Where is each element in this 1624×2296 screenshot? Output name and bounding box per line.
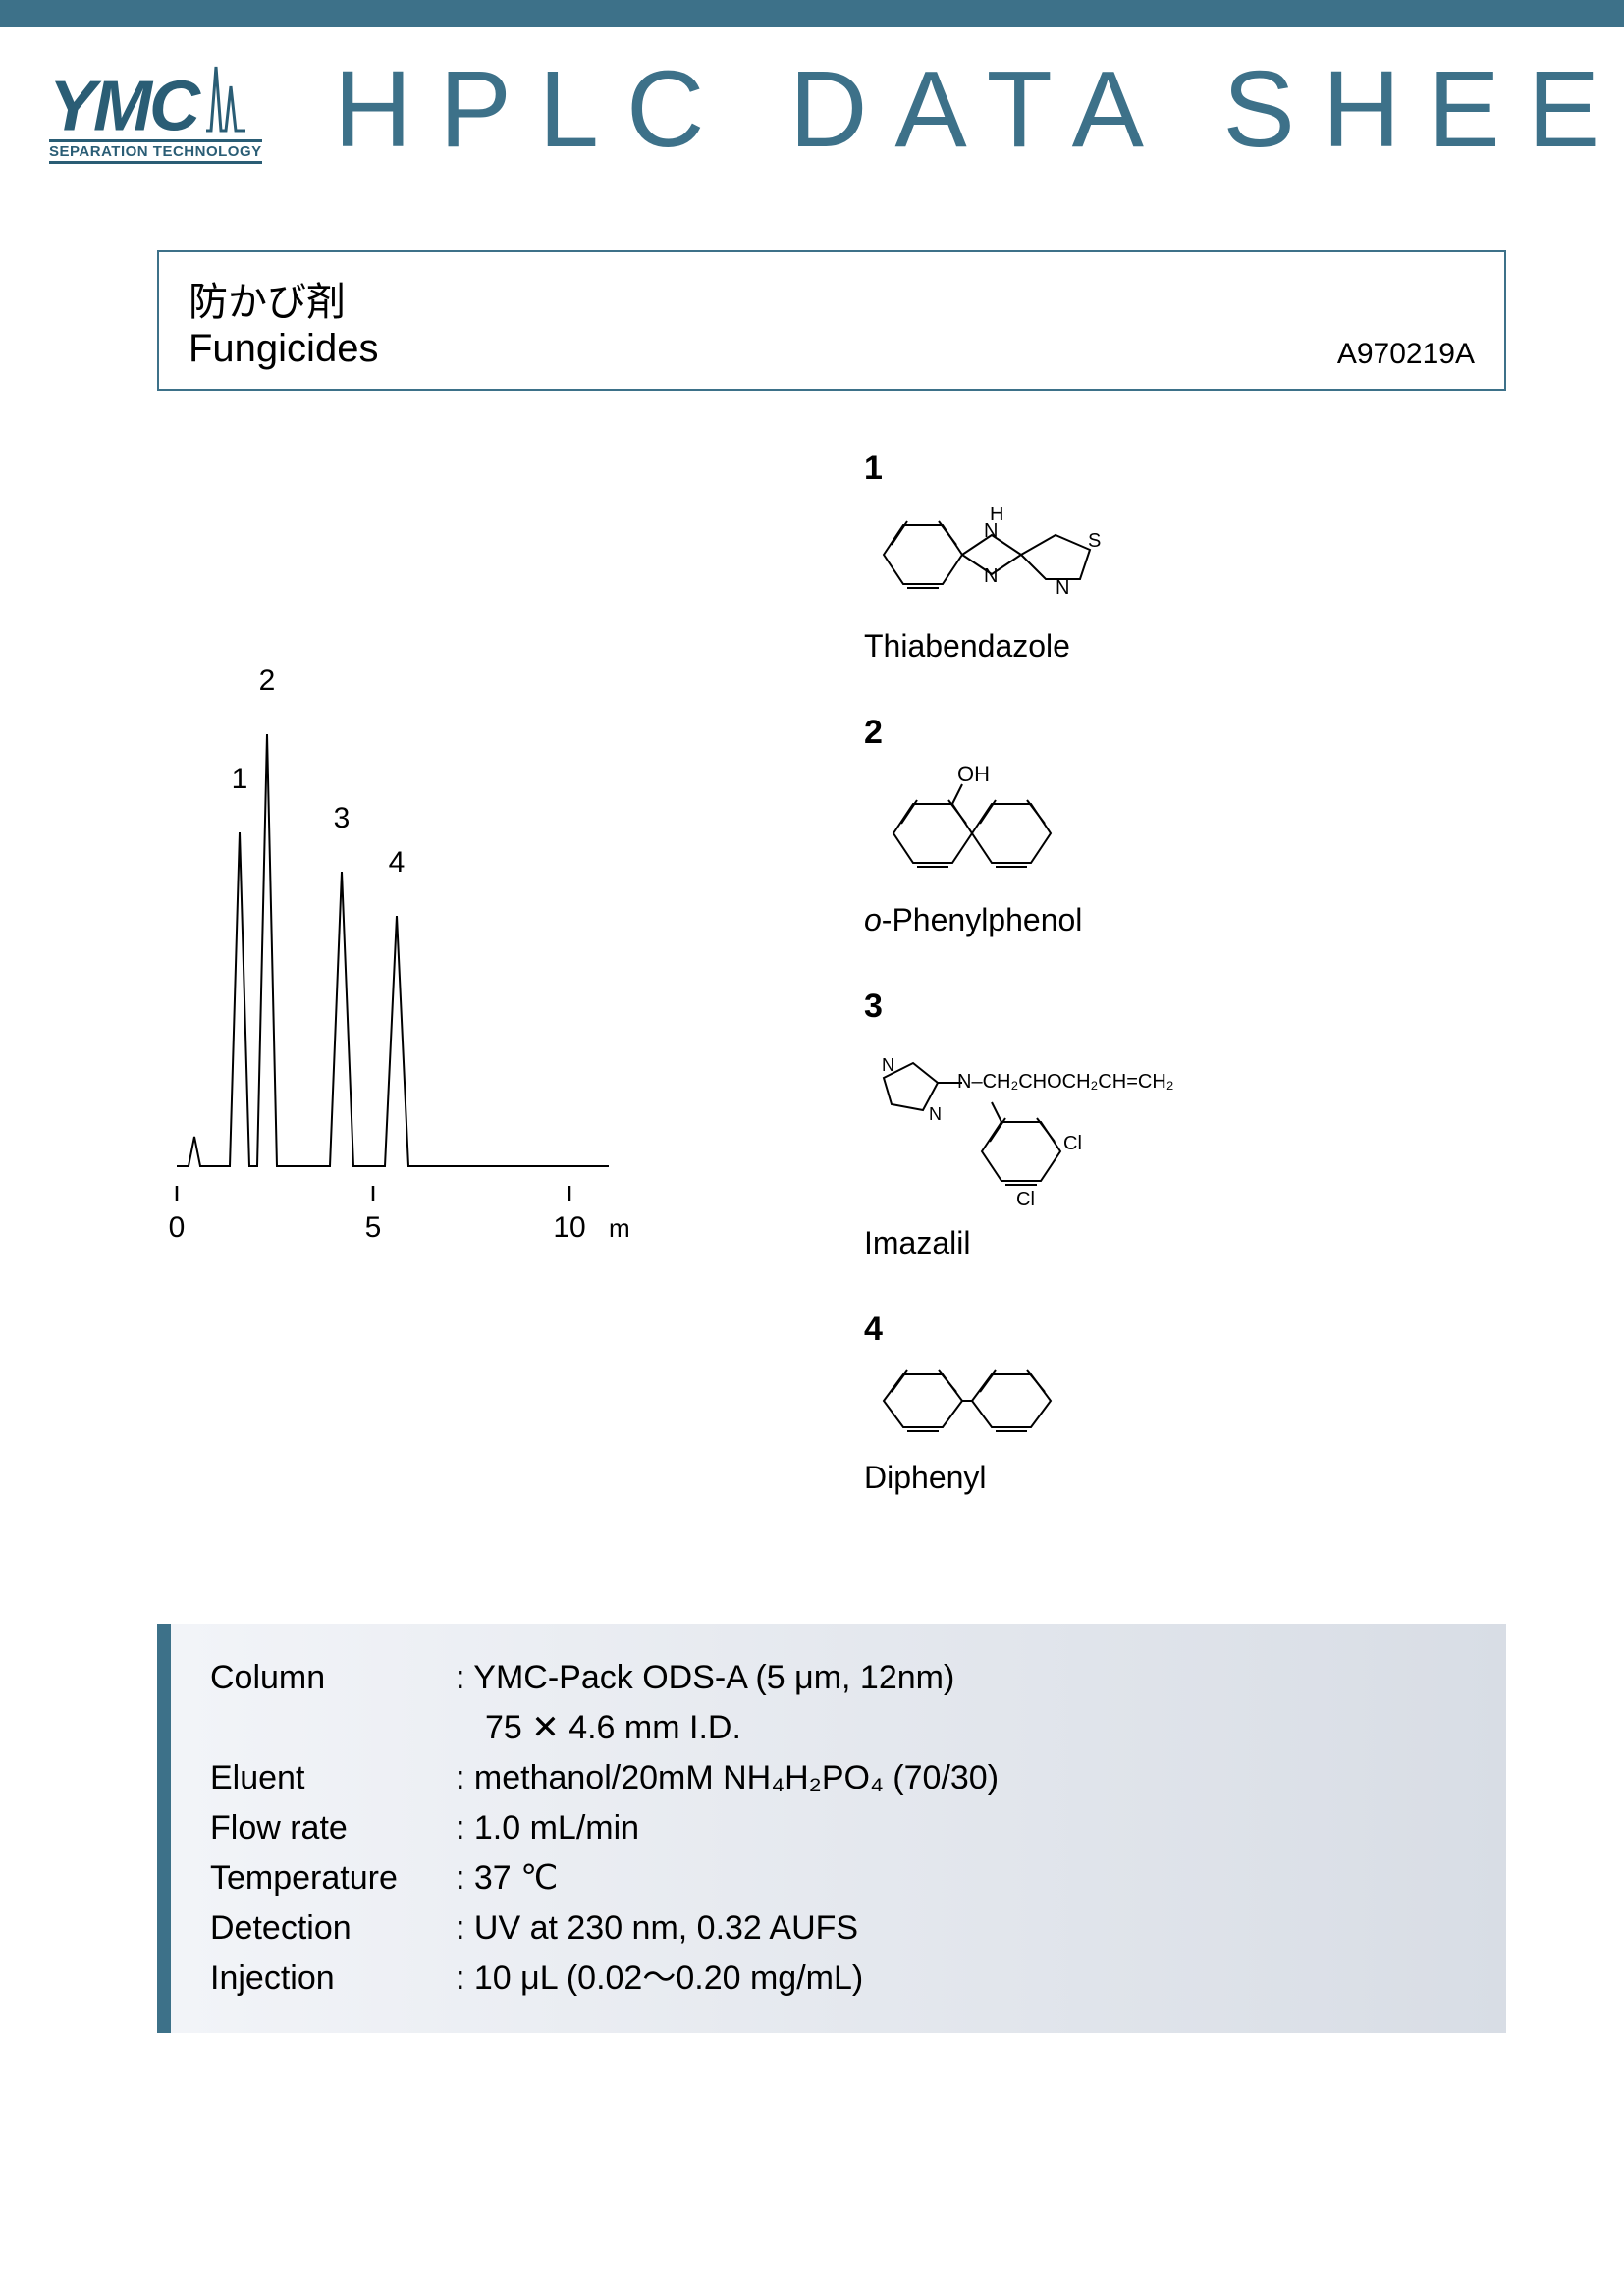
axis-tick-label: 0 — [169, 1211, 186, 1244]
axis-unit-label: min — [609, 1213, 628, 1243]
header: YMC SEPARATION TECHNOLOGY HPLC DATA SHEE… — [0, 27, 1624, 172]
param-value: : 1.0 mL/min — [456, 1803, 639, 1853]
logo-subtitle: SEPARATION TECHNOLOGY — [49, 139, 262, 164]
title-left: 防かび剤 Fungicides — [189, 270, 378, 371]
compound-number: 4 — [864, 1310, 1506, 1349]
peak-label: 4 — [389, 846, 406, 879]
compound-name: o-Phenylphenol — [864, 902, 1506, 938]
structure-imazalil: N N N–CH₂CHOCH₂CH=CH₂ Cl Cl — [864, 1034, 1276, 1210]
compounds-column: 1 H N N S N Thiabendazole 2 — [707, 450, 1506, 1545]
peak-label: 3 — [334, 802, 351, 834]
param-label: Temperature — [210, 1853, 456, 1903]
param-label: Flow rate — [210, 1803, 456, 1853]
title-japanese: 防かび剤 — [189, 270, 378, 327]
svg-text:OH: OH — [957, 762, 990, 786]
param-label: Detection — [210, 1903, 456, 1953]
compound-number: 1 — [864, 450, 1506, 488]
compound-structure: N N N–CH₂CHOCH₂CH=CH₂ Cl Cl — [864, 1034, 1506, 1215]
peak-label: 1 — [232, 763, 248, 795]
compound-name: Diphenyl — [864, 1460, 1506, 1496]
svg-text:N: N — [929, 1104, 942, 1124]
param-value: : methanol/20mM NH₄H₂PO₄ (70/30) — [456, 1753, 999, 1803]
svg-text:S: S — [1088, 530, 1101, 552]
content-area: 1 2 3 4 0 5 10 min 1 H N N S N Thiabendazole 2 — [0, 391, 1624, 1545]
logo-text: YMC — [49, 67, 197, 145]
structure-phenylphenol: OH — [864, 760, 1119, 887]
structure-thiabendazole: H N N S N — [864, 496, 1139, 614]
compound-structure: OH — [864, 760, 1506, 892]
param-value: : 37 ℃ — [456, 1853, 558, 1903]
param-row: Injection: 10 μL (0.02～0.20 mg/mL) — [210, 1953, 1467, 2003]
param-row: Eluent: methanol/20mM NH₄H₂PO₄ (70/30) — [210, 1753, 1467, 1803]
title-code: A970219A — [1337, 338, 1475, 371]
compound-name: Imazalil — [864, 1225, 1506, 1261]
svg-text:Cl: Cl — [1063, 1133, 1082, 1154]
svg-text:Cl: Cl — [1016, 1189, 1035, 1210]
top-accent-bar — [0, 0, 1624, 27]
compound-name: Thiabendazole — [864, 628, 1506, 665]
compound-structure — [864, 1357, 1506, 1450]
param-value: : UV at 230 nm, 0.32 AUFS — [456, 1903, 858, 1953]
compound-number: 3 — [864, 988, 1506, 1026]
logo-peak-icon — [201, 47, 250, 135]
svg-text:N: N — [984, 520, 998, 542]
param-label: Eluent — [210, 1753, 456, 1803]
param-label: Injection — [210, 1953, 456, 2003]
page-main-title: HPLC DATA SHEET — [334, 47, 1624, 172]
param-value-sub: 75 ✕ 4.6 mm I.D. — [210, 1703, 1467, 1753]
compound-number: 2 — [864, 714, 1506, 752]
svg-text:N: N — [984, 565, 998, 587]
logo-block: YMC SEPARATION TECHNOLOGY — [49, 47, 304, 164]
param-value: : 10 μL (0.02～0.20 mg/mL) — [456, 1953, 863, 2003]
param-row: Detection: UV at 230 nm, 0.32 AUFS — [210, 1903, 1467, 1953]
peak-label: 2 — [259, 665, 276, 697]
chromatogram-column: 1 2 3 4 0 5 10 min — [157, 450, 707, 1545]
compound-block: 2 OH o-Phenylphenol — [864, 714, 1506, 938]
axis-tick-label: 10 — [553, 1211, 585, 1244]
chromatogram-trace — [177, 734, 609, 1166]
compound-block: 1 H N N S N Thiabendazole — [864, 450, 1506, 665]
parameters-box: Column: YMC-Pack ODS-A (5 μm, 12nm) 75 ✕… — [157, 1624, 1506, 2033]
param-row: Temperature: 37 ℃ — [210, 1853, 1467, 1903]
compound-block: 3 N N N–CH₂CHOCH₂CH=CH₂ Cl Cl Imazalil — [864, 988, 1506, 1261]
param-label: Column — [210, 1653, 456, 1703]
svg-text:N: N — [882, 1055, 894, 1075]
chromatogram-chart: 1 2 3 4 0 5 10 min — [157, 616, 628, 1284]
param-row: Flow rate: 1.0 mL/min — [210, 1803, 1467, 1853]
title-box: 防かび剤 Fungicides A970219A — [157, 250, 1506, 391]
param-row: Column: YMC-Pack ODS-A (5 μm, 12nm) — [210, 1653, 1467, 1703]
axis-tick-label: 5 — [365, 1211, 382, 1244]
structure-diphenyl — [864, 1357, 1100, 1445]
svg-text:N: N — [1056, 577, 1069, 599]
svg-text:N–CH₂CHOCH₂CH=CH₂: N–CH₂CHOCH₂CH=CH₂ — [957, 1071, 1174, 1093]
compound-structure: H N N S N — [864, 496, 1506, 618]
title-english: Fungicides — [189, 327, 378, 371]
param-value: : YMC-Pack ODS-A (5 μm, 12nm) — [456, 1653, 954, 1703]
compound-block: 4 Diphenyl — [864, 1310, 1506, 1496]
